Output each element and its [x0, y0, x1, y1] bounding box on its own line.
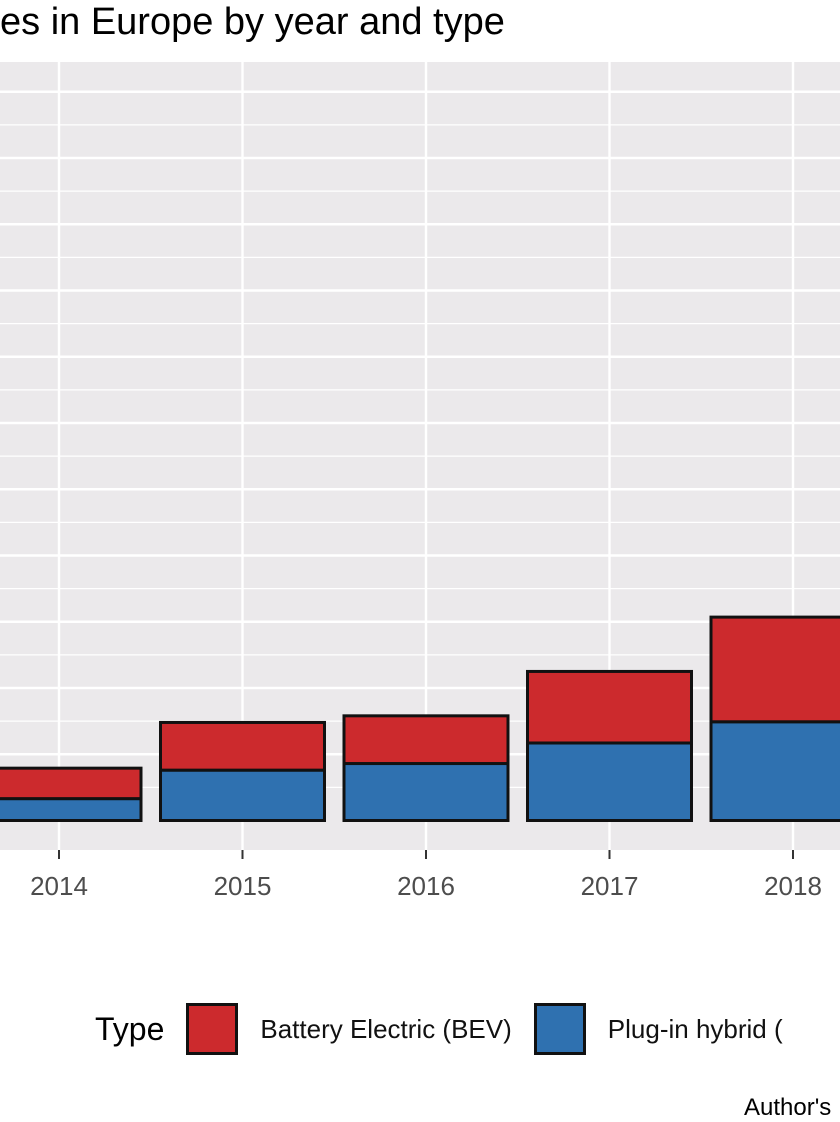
x-tick-label: 2017 — [581, 871, 639, 901]
legend-key-bev — [186, 1003, 239, 1055]
bar-segment-phev-2015 — [159, 768, 326, 823]
bar-segment-bev-2015 — [159, 720, 326, 772]
caption: Author's — [744, 1094, 832, 1121]
x-tick-label: 2015 — [214, 871, 272, 901]
legend: Type Battery Electric (BEV) Plug-in hybr… — [95, 1000, 805, 1058]
bar-segment-bev-2018 — [709, 615, 840, 724]
bar-segment-phev-2016 — [342, 762, 510, 823]
bar-segment-bev-2017 — [526, 669, 693, 745]
legend-item-phev: Plug-in hybrid ( — [533, 1003, 783, 1055]
legend-title: Type — [95, 1010, 165, 1047]
legend-key-phev — [533, 1003, 586, 1055]
legend-item-bev: Battery Electric (BEV) — [186, 1003, 512, 1055]
bar-segment-phev-2017 — [526, 741, 693, 822]
bar-segment-bev-2016 — [342, 714, 510, 766]
bar-segment-bev-2014 — [0, 766, 143, 801]
x-tick-label: 2018 — [764, 871, 822, 901]
bar-segment-phev-2014 — [0, 797, 143, 823]
bar-segment-phev-2018 — [709, 720, 840, 822]
x-tick-label: 2016 — [397, 871, 455, 901]
x-tick-label: 2014 — [30, 871, 88, 901]
legend-label-bev: Battery Electric (BEV) — [260, 1013, 512, 1044]
legend-label-phev: Plug-in hybrid ( — [607, 1013, 783, 1044]
chart-title: es in Europe by year and type — [0, 1, 505, 43]
